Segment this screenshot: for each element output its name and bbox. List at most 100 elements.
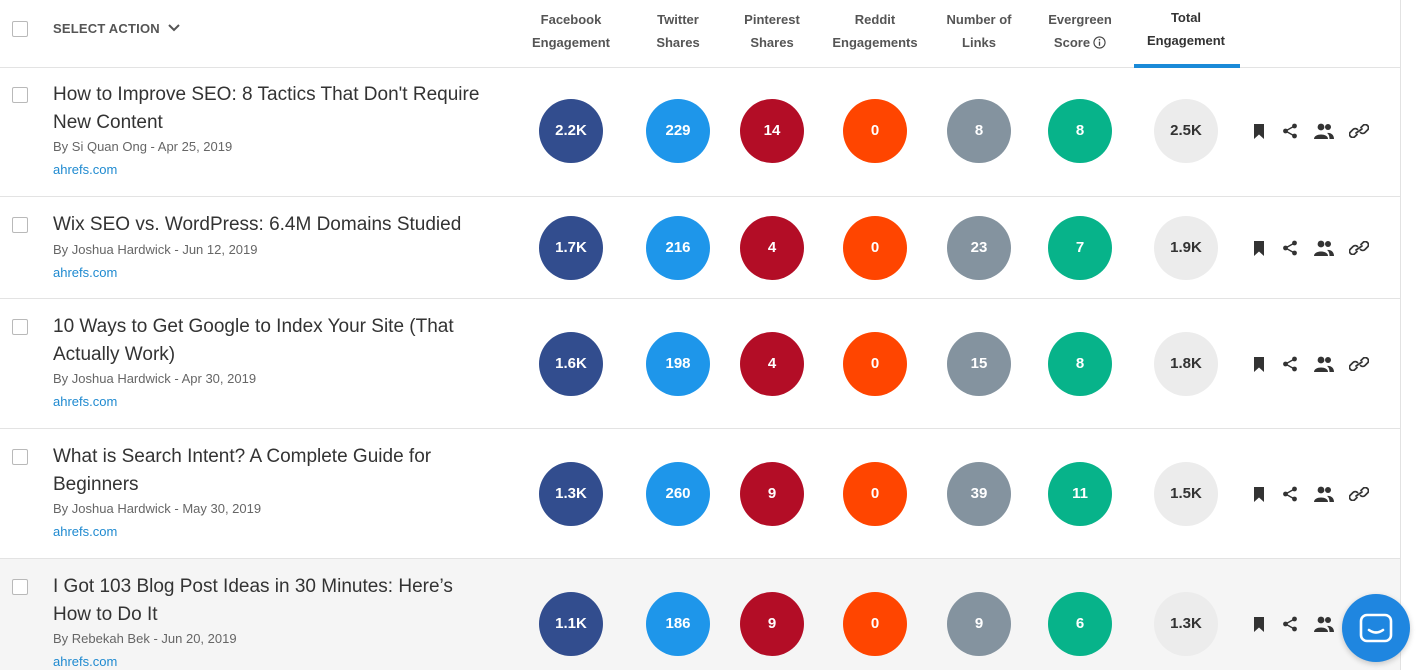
row-checkbox[interactable] [12, 579, 28, 595]
influencers-button[interactable] [1313, 237, 1335, 259]
table-row: How to Improve SEO: 8 Tactics That Don't… [0, 67, 1400, 197]
share-button[interactable] [1279, 353, 1301, 375]
select-action-label: SELECT ACTION [53, 21, 160, 36]
pinterest-shares-value: 4 [740, 332, 804, 396]
column-facebook-engagement[interactable]: Facebook Engagement [516, 8, 626, 54]
title-line: I Got 103 Blog Post Ideas in 30 Minutes:… [53, 576, 453, 597]
select-all-checkbox[interactable] [12, 21, 28, 37]
article-byline: By Si Quan Ong - Apr 25, 2019 [53, 139, 233, 154]
influencers-button[interactable] [1313, 353, 1335, 375]
column-label: Engagement [531, 35, 610, 50]
info-icon[interactable] [1093, 35, 1106, 49]
article-byline: By Rebekah Bek - Jun 20, 2019 [53, 631, 237, 646]
total-engagement-value: 1.5K [1154, 462, 1218, 526]
row-checkbox[interactable] [12, 217, 28, 233]
bookmark-icon [1254, 486, 1264, 502]
column-total-engagement[interactable]: Total Engagement [1131, 6, 1241, 52]
article-title-link[interactable]: Wix SEO vs. WordPress: 6.4M Domains Stud… [53, 211, 493, 239]
pinterest-shares-value: 9 [740, 462, 804, 526]
article-title-link[interactable]: How to Improve SEO: 8 Tactics That Don't… [53, 81, 493, 136]
article-domain-link[interactable]: ahrefs.com [53, 394, 118, 409]
row-checkbox[interactable] [12, 449, 28, 465]
bookmark-button[interactable] [1248, 613, 1270, 635]
table-header: SELECT ACTION Facebook Engagement Twitte… [0, 0, 1400, 68]
reddit-engagements-value: 0 [843, 332, 907, 396]
total-engagement-value: 2.5K [1154, 99, 1218, 163]
column-label: Links [962, 35, 996, 50]
table-row: I Got 103 Blog Post Ideas in 30 Minutes:… [0, 559, 1400, 670]
bookmark-button[interactable] [1248, 120, 1270, 142]
bookmark-button[interactable] [1248, 353, 1270, 375]
row-checkbox[interactable] [12, 87, 28, 103]
number-of-links-value: 39 [947, 462, 1011, 526]
bookmark-button[interactable] [1248, 483, 1270, 505]
copy-link-button[interactable] [1348, 237, 1370, 259]
page-scroll-gutter [1401, 0, 1417, 670]
column-label: Shares [750, 35, 794, 50]
reddit-engagements-value: 0 [843, 592, 907, 656]
title-line: New Content [53, 111, 163, 133]
bookmark-button[interactable] [1248, 237, 1270, 259]
bookmark-icon [1254, 616, 1264, 632]
title-line: Actually Work) [53, 343, 176, 365]
copy-link-button[interactable] [1348, 120, 1370, 142]
table-row: What is Search Intent? A Complete Guide … [0, 429, 1400, 559]
copy-link-button[interactable] [1348, 483, 1370, 505]
article-title-link[interactable]: 10 Ways to Get Google to Index Your Site… [53, 313, 493, 368]
title-line: How to Do It [53, 603, 158, 625]
link-icon [1349, 487, 1369, 501]
article-title-link[interactable]: I Got 103 Blog Post Ideas in 30 Minutes:… [53, 573, 493, 628]
column-label: Evergreen [1048, 12, 1112, 27]
row-checkbox[interactable] [12, 319, 28, 335]
column-label: Facebook [540, 12, 602, 27]
facebook-engagement-value: 1.6K [539, 332, 603, 396]
column-label: Shares [656, 35, 700, 50]
column-label: Engagement [1146, 33, 1225, 48]
article-title-link[interactable]: What is Search Intent? A Complete Guide … [53, 443, 493, 498]
number-of-links-value: 23 [947, 216, 1011, 280]
number-of-links-value: 9 [947, 592, 1011, 656]
reddit-engagements-value: 0 [843, 462, 907, 526]
twitter-shares-value: 198 [646, 332, 710, 396]
column-pinterest-shares[interactable]: Pinterest Shares [717, 8, 827, 54]
evergreen-score-value: 7 [1048, 216, 1112, 280]
table-row: Wix SEO vs. WordPress: 6.4M Domains Stud… [0, 197, 1400, 299]
evergreen-score-value: 6 [1048, 592, 1112, 656]
bookmark-icon [1254, 123, 1264, 139]
column-evergreen-score[interactable]: Evergreen Score [1025, 8, 1135, 54]
title-line: How to Improve SEO: 8 Tactics That Don't… [53, 84, 480, 105]
share-button[interactable] [1279, 237, 1301, 259]
twitter-shares-value: 260 [646, 462, 710, 526]
users-icon [1314, 240, 1334, 256]
twitter-shares-value: 216 [646, 216, 710, 280]
table-row: 10 Ways to Get Google to Index Your Site… [0, 299, 1400, 429]
chat-launcher-button[interactable] [1342, 594, 1410, 662]
article-domain-link[interactable]: ahrefs.com [53, 162, 118, 177]
column-twitter-shares[interactable]: Twitter Shares [623, 8, 733, 54]
column-reddit-engagements[interactable]: Reddit Engagements [820, 8, 930, 54]
column-label: Twitter [657, 12, 699, 27]
article-byline: By Joshua Hardwick - Apr 30, 2019 [53, 371, 257, 386]
share-button[interactable] [1279, 613, 1301, 635]
influencers-button[interactable] [1313, 483, 1335, 505]
evergreen-score-value: 8 [1048, 99, 1112, 163]
copy-link-button[interactable] [1348, 353, 1370, 375]
influencers-button[interactable] [1313, 120, 1335, 142]
facebook-engagement-value: 1.1K [539, 592, 603, 656]
total-engagement-value: 1.8K [1154, 332, 1218, 396]
users-icon [1314, 486, 1334, 502]
article-domain-link[interactable]: ahrefs.com [53, 654, 118, 669]
select-action-dropdown[interactable]: SELECT ACTION [53, 21, 180, 36]
column-label: Score [1053, 35, 1091, 50]
pinterest-shares-value: 4 [740, 216, 804, 280]
active-sort-indicator [1134, 64, 1240, 68]
column-number-of-links[interactable]: Number of Links [924, 8, 1034, 54]
pinterest-shares-value: 14 [740, 99, 804, 163]
share-icon [1283, 486, 1297, 502]
article-domain-link[interactable]: ahrefs.com [53, 524, 118, 539]
article-domain-link[interactable]: ahrefs.com [53, 265, 118, 280]
share-button[interactable] [1279, 483, 1301, 505]
share-button[interactable] [1279, 120, 1301, 142]
influencers-button[interactable] [1313, 613, 1335, 635]
